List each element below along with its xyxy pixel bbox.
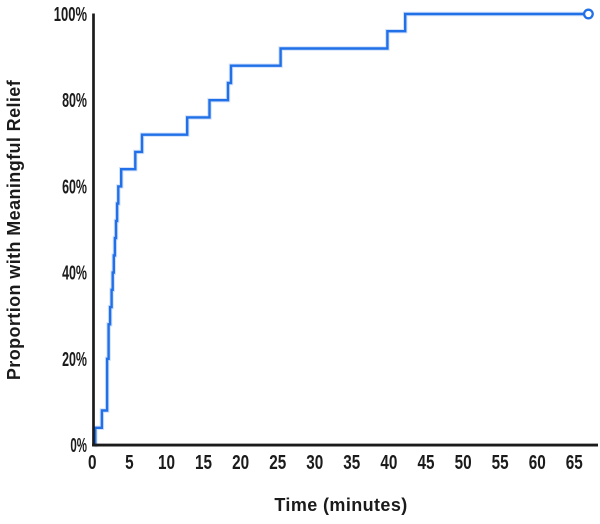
endpoint-open-circle-marker: [582, 8, 594, 20]
y-tick-label: 40%: [62, 263, 87, 285]
y-tick-labels: 0% 20% 40% 60% 80% 100%: [54, 4, 87, 457]
x-tick-label: 60: [529, 452, 546, 474]
x-tick-label: 30: [306, 452, 323, 474]
x-tick-label: 55: [492, 452, 509, 474]
x-tick-label: 0: [88, 452, 97, 474]
x-tick-label: 65: [566, 452, 583, 474]
y-tick-label: 60%: [62, 176, 87, 198]
y-axis-title: Proportion with Meaningful Relief: [4, 79, 24, 380]
x-tick-label: 15: [195, 452, 212, 474]
x-tick-label: 25: [269, 452, 286, 474]
survival-curve-halo: [93, 11, 589, 448]
x-tick-label: 45: [418, 452, 435, 474]
survival-curve: [94, 12, 589, 447]
x-tick-label: 35: [343, 452, 360, 474]
x-tick-label: 5: [125, 452, 134, 474]
x-axis-title: Time (minutes): [274, 495, 407, 515]
x-tick-label: 50: [455, 452, 472, 474]
y-tick-label: 80%: [62, 90, 87, 112]
x-tick-label: 40: [380, 452, 397, 474]
x-tick-label: 10: [158, 452, 175, 474]
y-tick-label: 20%: [62, 349, 87, 371]
y-tick-label: 100%: [54, 4, 87, 26]
x-tick-label: 20: [232, 452, 249, 474]
y-tick-label: 0%: [70, 435, 87, 457]
x-tick-labels: 0 5 10 15 20 25 30 35 40 45 50 55 60 65: [88, 452, 583, 474]
